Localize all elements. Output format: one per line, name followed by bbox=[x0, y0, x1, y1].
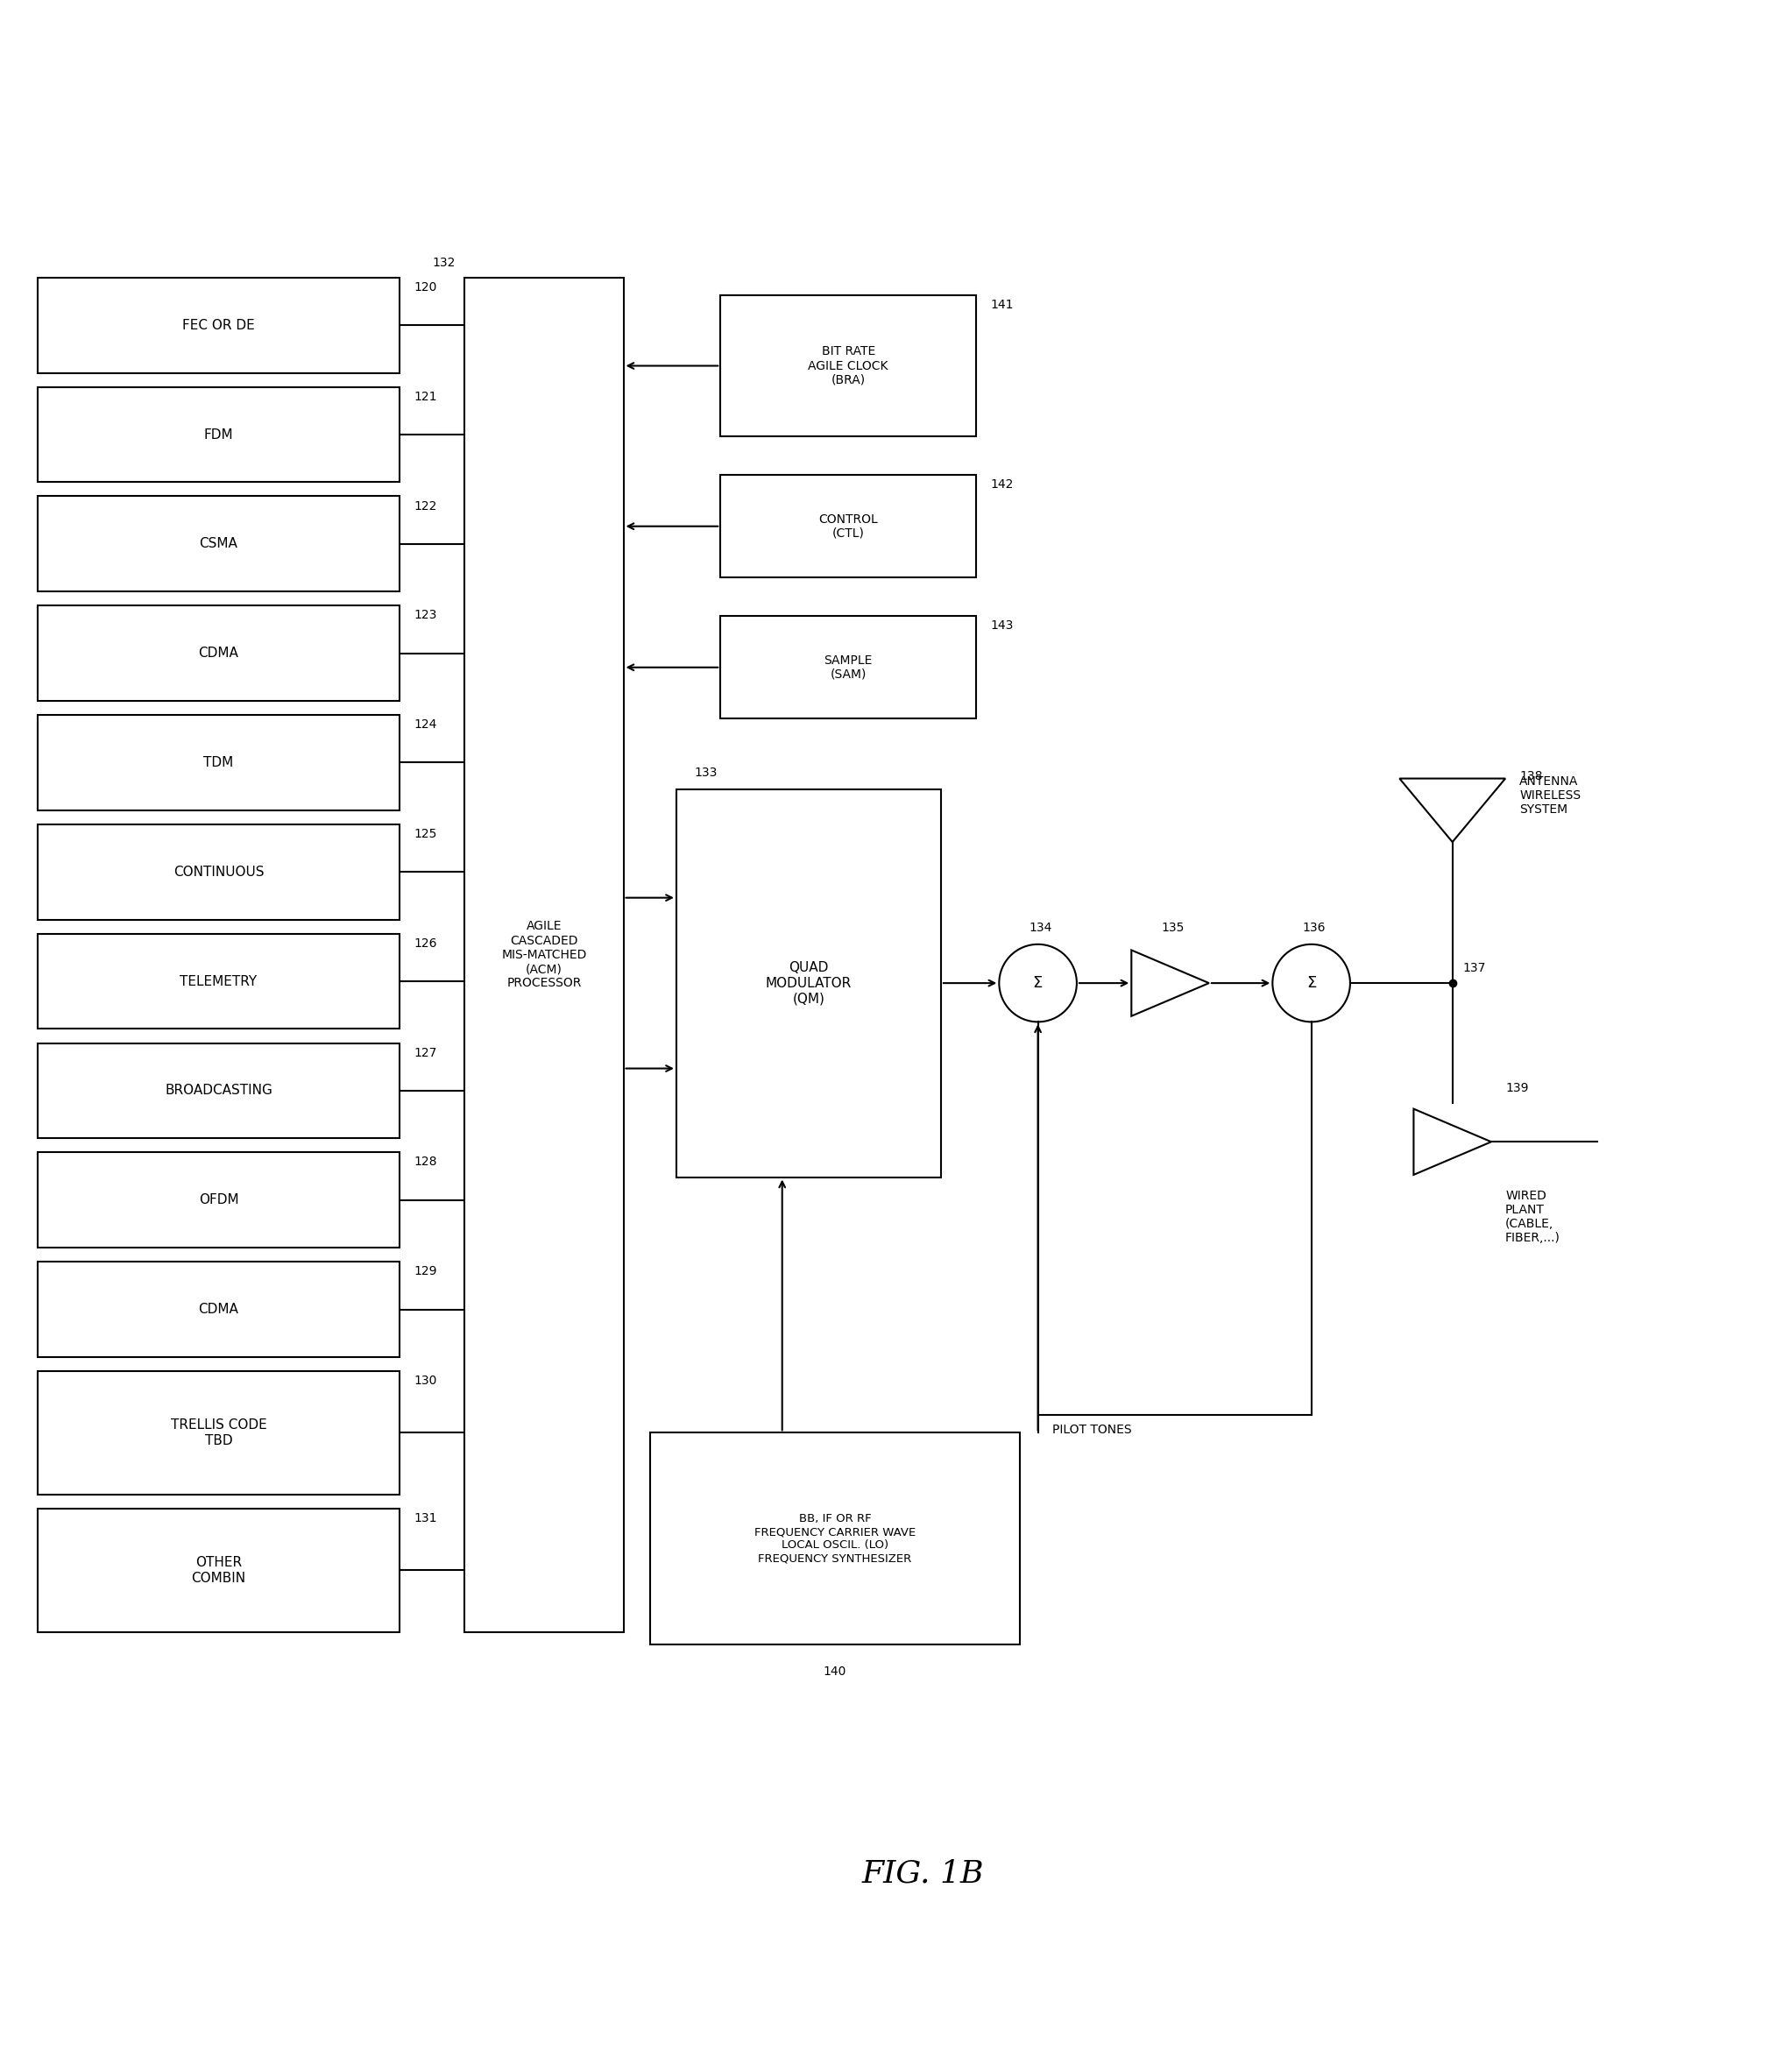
Text: OTHER
COMBIN: OTHER COMBIN bbox=[192, 1556, 245, 1585]
Bar bbox=[465, 278, 623, 1633]
Text: CSMA: CSMA bbox=[199, 537, 238, 551]
Text: CDMA: CDMA bbox=[199, 1303, 238, 1316]
Text: 122: 122 bbox=[414, 499, 437, 512]
Bar bbox=[37, 825, 400, 920]
Text: 126: 126 bbox=[414, 937, 437, 949]
Text: CONTINUOUS: CONTINUOUS bbox=[174, 866, 265, 879]
Text: TDM: TDM bbox=[204, 756, 234, 769]
Text: FEC OR DE: FEC OR DE bbox=[183, 319, 256, 332]
Text: 128: 128 bbox=[414, 1156, 437, 1169]
Text: BB, IF OR RF
FREQUENCY CARRIER WAVE
LOCAL OSCIL. (LO)
FREQUENCY SYNTHESIZER: BB, IF OR RF FREQUENCY CARRIER WAVE LOCA… bbox=[755, 1513, 916, 1564]
Text: BROADCASTING: BROADCASTING bbox=[165, 1084, 272, 1098]
Bar bbox=[721, 615, 977, 719]
Text: 142: 142 bbox=[991, 479, 1014, 491]
Bar bbox=[37, 605, 400, 700]
Bar bbox=[37, 1508, 400, 1633]
Text: 123: 123 bbox=[414, 609, 437, 622]
Text: 143: 143 bbox=[991, 620, 1014, 632]
Text: PILOT TONES: PILOT TONES bbox=[1051, 1423, 1131, 1436]
Bar bbox=[37, 934, 400, 1030]
Text: 137: 137 bbox=[1463, 961, 1487, 974]
Text: AGILE
CASCADED
MIS-MATCHED
(ACM)
PROCESSOR: AGILE CASCADED MIS-MATCHED (ACM) PROCESS… bbox=[501, 920, 586, 990]
Text: FIG. 1B: FIG. 1B bbox=[861, 1859, 984, 1890]
Text: 129: 129 bbox=[414, 1266, 437, 1278]
Text: 136: 136 bbox=[1302, 922, 1325, 934]
Text: $\Sigma$: $\Sigma$ bbox=[1032, 976, 1043, 990]
Text: WIRED
PLANT
(CABLE,
FIBER,...): WIRED PLANT (CABLE, FIBER,...) bbox=[1506, 1189, 1561, 1245]
Text: QUAD
MODULATOR
(QM): QUAD MODULATOR (QM) bbox=[765, 961, 852, 1005]
Text: 134: 134 bbox=[1028, 922, 1051, 934]
Text: 139: 139 bbox=[1506, 1082, 1529, 1094]
Text: 127: 127 bbox=[414, 1046, 437, 1059]
Bar bbox=[37, 1152, 400, 1247]
Text: TRELLIS CODE
TBD: TRELLIS CODE TBD bbox=[170, 1419, 266, 1446]
Bar bbox=[37, 1262, 400, 1357]
Text: 138: 138 bbox=[1520, 769, 1543, 781]
Text: 125: 125 bbox=[414, 829, 437, 839]
Bar bbox=[721, 474, 977, 578]
Text: 130: 130 bbox=[414, 1374, 437, 1386]
Bar bbox=[721, 294, 977, 437]
Bar bbox=[37, 278, 400, 373]
Text: ANTENNA
WIRELESS
SYSTEM: ANTENNA WIRELESS SYSTEM bbox=[1520, 775, 1581, 816]
Text: 133: 133 bbox=[694, 767, 718, 779]
Text: $\Sigma$: $\Sigma$ bbox=[1305, 976, 1316, 990]
Text: FDM: FDM bbox=[204, 429, 233, 441]
Bar bbox=[37, 1372, 400, 1494]
Text: BIT RATE
AGILE CLOCK
(BRA): BIT RATE AGILE CLOCK (BRA) bbox=[808, 346, 888, 385]
Bar bbox=[650, 1434, 1019, 1645]
Bar bbox=[37, 497, 400, 591]
Text: CONTROL
(CTL): CONTROL (CTL) bbox=[819, 514, 877, 539]
Text: TELEMETRY: TELEMETRY bbox=[179, 974, 258, 988]
Text: 121: 121 bbox=[414, 390, 437, 402]
Text: OFDM: OFDM bbox=[199, 1193, 238, 1206]
Bar bbox=[37, 387, 400, 483]
Text: 140: 140 bbox=[824, 1666, 847, 1678]
Text: 124: 124 bbox=[414, 719, 437, 731]
Text: 120: 120 bbox=[414, 282, 437, 294]
Text: 131: 131 bbox=[414, 1513, 437, 1525]
Text: CDMA: CDMA bbox=[199, 646, 238, 659]
Text: 141: 141 bbox=[991, 298, 1014, 311]
Bar bbox=[37, 1042, 400, 1138]
Text: 132: 132 bbox=[433, 257, 456, 269]
Bar bbox=[37, 715, 400, 810]
Text: 135: 135 bbox=[1162, 922, 1185, 934]
Bar bbox=[677, 789, 941, 1177]
Text: SAMPLE
(SAM): SAMPLE (SAM) bbox=[824, 655, 872, 680]
